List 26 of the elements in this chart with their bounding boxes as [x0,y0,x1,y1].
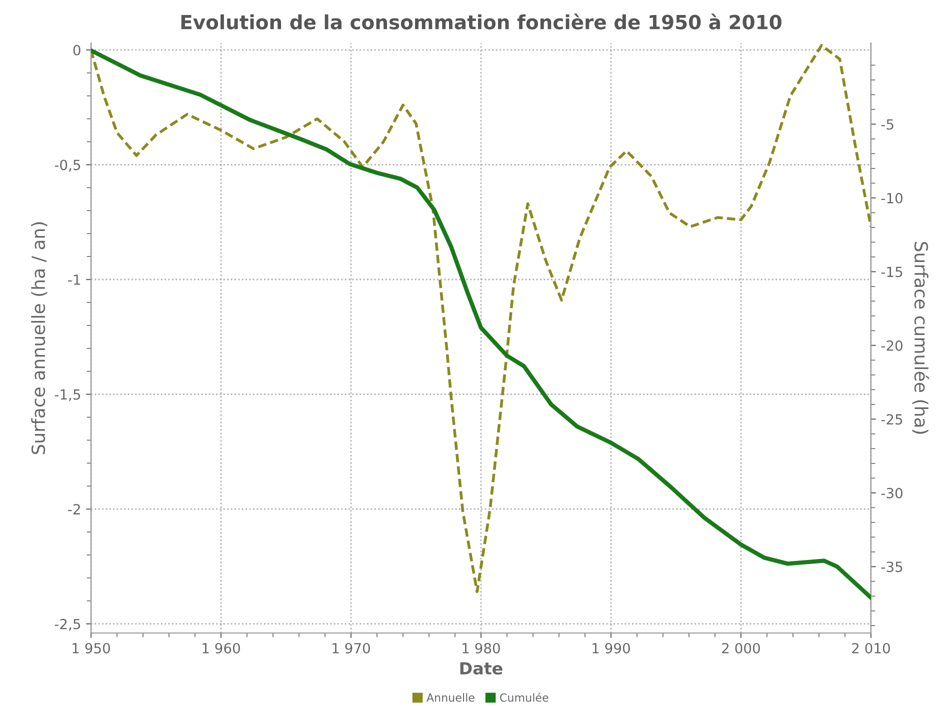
y2-tick-label: -20 [881,340,902,351]
y2-tick-label: -15 [881,266,902,278]
legend-label: Cumulée [500,692,548,702]
y2-tick-label: -30 [881,488,902,498]
y2-axis-title: Surface cumulée (ha) [912,242,930,434]
y2-tick-label: -35 [881,562,902,572]
y2-tick-label: -25 [881,414,902,425]
y-tick-label: -1 [68,274,80,285]
y2-tick-label: -10 [881,192,902,204]
y2-tick-label: -5 [881,119,894,130]
x-tick-label: 1 990 [592,642,630,654]
legend-label: Annuelle [426,693,474,702]
x-axis-title: Date [460,662,502,675]
y-tick-label: -2 [68,504,80,514]
y-tick-label: -0,5 [54,160,80,172]
x-tick-label: 1 970 [332,642,370,654]
y-axis-title: Surface annuelle (ha / an) [31,222,48,454]
x-tick-label: 1 960 [202,642,240,654]
chart-title: Evolution de la consommation foncière de 1950 à 2010 [181,14,782,30]
y-tick-label: 0 [73,44,80,56]
x-tick-label: 2 000 [722,642,760,654]
x-tick-label: 2 010 [852,642,890,654]
x-tick-label: 1 980 [462,642,500,654]
y-tick-label: -2,5 [54,618,80,631]
x-tick-label: 1 950 [72,642,110,654]
y-tick-label: -1,5 [54,389,80,402]
